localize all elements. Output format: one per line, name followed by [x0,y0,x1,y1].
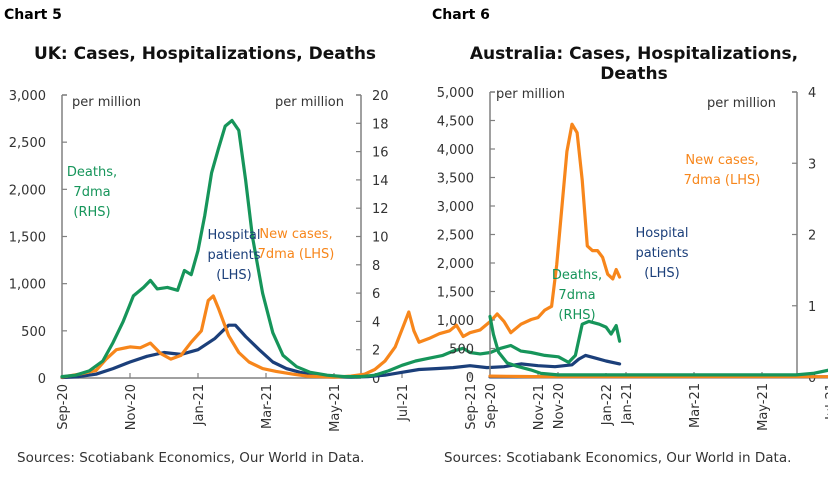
annotation-deaths: (RHS) [558,308,595,323]
x-tick-label: Jul-21 [396,384,411,422]
right-tick-label: 10 [372,231,389,246]
annotation-cases: 7dma (LHS) [258,247,335,262]
left-tick-label: 4,500 [437,115,474,130]
right-unit-label: per million [275,95,344,110]
series-line-deaths [60,118,622,379]
annotation-hospital: Hospital [207,228,260,243]
left-tick-label: 3,000 [437,200,474,215]
annotation-hospital: (LHS) [644,266,679,281]
left-tick-label: 2,500 [437,229,474,244]
right-tick-label: 1 [808,300,816,315]
left-tick-label: 1,500 [9,231,46,246]
right-tick-label: 2 [372,344,380,359]
chart-6-title: Australia: Cases, Hospitalizations, Deat… [469,44,799,84]
x-tick-label: Nov-21 [532,384,547,430]
left-tick-label: 5,000 [437,86,474,101]
annotation-cases: 7dma (LHS) [684,173,761,188]
x-tick-label: Nov-20 [552,383,567,429]
right-unit-label: per million [707,96,776,111]
left-unit-label: per million [72,95,141,110]
annotation-cases: New cases, [685,153,758,168]
left-tick-label: 0 [466,371,474,386]
annotation-deaths: 7dma [73,185,110,200]
left-tick-label: 500 [21,325,46,340]
annotation-hospital: patients [635,246,688,261]
left-tick-label: 2,500 [9,136,46,151]
right-tick-label: 8 [372,259,380,274]
right-tick-label: 0 [372,372,380,387]
x-tick-label: Jan-21 [620,383,635,425]
left-unit-label: per million [496,87,565,102]
annotation-cases: New cases, [259,227,332,242]
right-tick-label: 16 [372,146,389,161]
x-tick-label: Sep-20 [56,384,71,430]
left-tick-label: 1,000 [437,314,474,329]
right-tick-label: 20 [372,89,389,104]
left-tick-label: 500 [449,343,474,358]
x-tick-label: Mar-21 [260,384,275,429]
x-tick-label: May-21 [328,384,343,432]
left-tick-label: 4,000 [437,143,474,158]
x-tick-label: Sep-20 [484,383,499,429]
annotation-deaths: 7dma [558,288,595,303]
right-tick-label: 4 [372,315,380,330]
chart-6-label: Chart 6 [432,7,490,23]
left-tick-label: 0 [38,372,46,387]
left-tick-label: 2,000 [9,183,46,198]
annotation-hospital: (LHS) [216,268,251,283]
x-tick-label: Sep-21 [464,384,479,430]
x-tick-label: Nov-20 [124,384,139,430]
series-line-cases [60,122,622,379]
annotation-deaths: Deaths, [67,165,117,180]
right-tick-label: 18 [372,117,389,132]
right-tick-label: 3 [808,157,816,172]
chart-6-source: Sources: Scotiabank Economics, Our World… [444,450,792,466]
left-tick-label: 3,500 [437,172,474,187]
chart-5-title: UK: Cases, Hospitalizations, Deaths [33,44,377,64]
x-tick-label: Jan-22 [600,384,615,426]
series-line-cases [488,374,828,379]
annotation-deaths: Deaths, [552,268,602,283]
left-tick-label: 1,500 [437,286,474,301]
x-tick-label: Jan-21 [192,384,207,426]
right-tick-label: 4 [808,86,816,101]
left-tick-label: 3,000 [9,89,46,104]
annotation-hospital: Hospital [635,226,688,241]
left-tick-label: 2,000 [437,257,474,272]
left-tick-label: 1,000 [9,278,46,293]
right-tick-label: 14 [372,174,389,189]
x-tick-label: Jul-21 [824,383,828,421]
right-tick-label: 6 [372,287,380,302]
chart-5-source: Sources: Scotiabank Economics, Our World… [17,450,365,466]
chart-5-label: Chart 5 [4,7,62,23]
x-tick-label: Mar-21 [688,383,703,428]
x-tick-label: May-21 [756,383,771,431]
right-tick-label: 2 [808,229,816,244]
series-line-deaths [488,314,828,377]
annotation-hospital: patients [207,248,260,263]
annotation-deaths: (RHS) [73,205,110,220]
right-tick-label: 12 [372,202,389,217]
